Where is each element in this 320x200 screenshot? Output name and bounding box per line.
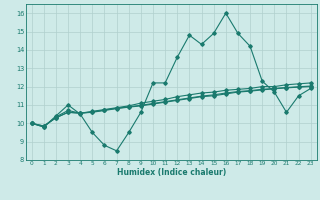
- X-axis label: Humidex (Indice chaleur): Humidex (Indice chaleur): [116, 168, 226, 177]
